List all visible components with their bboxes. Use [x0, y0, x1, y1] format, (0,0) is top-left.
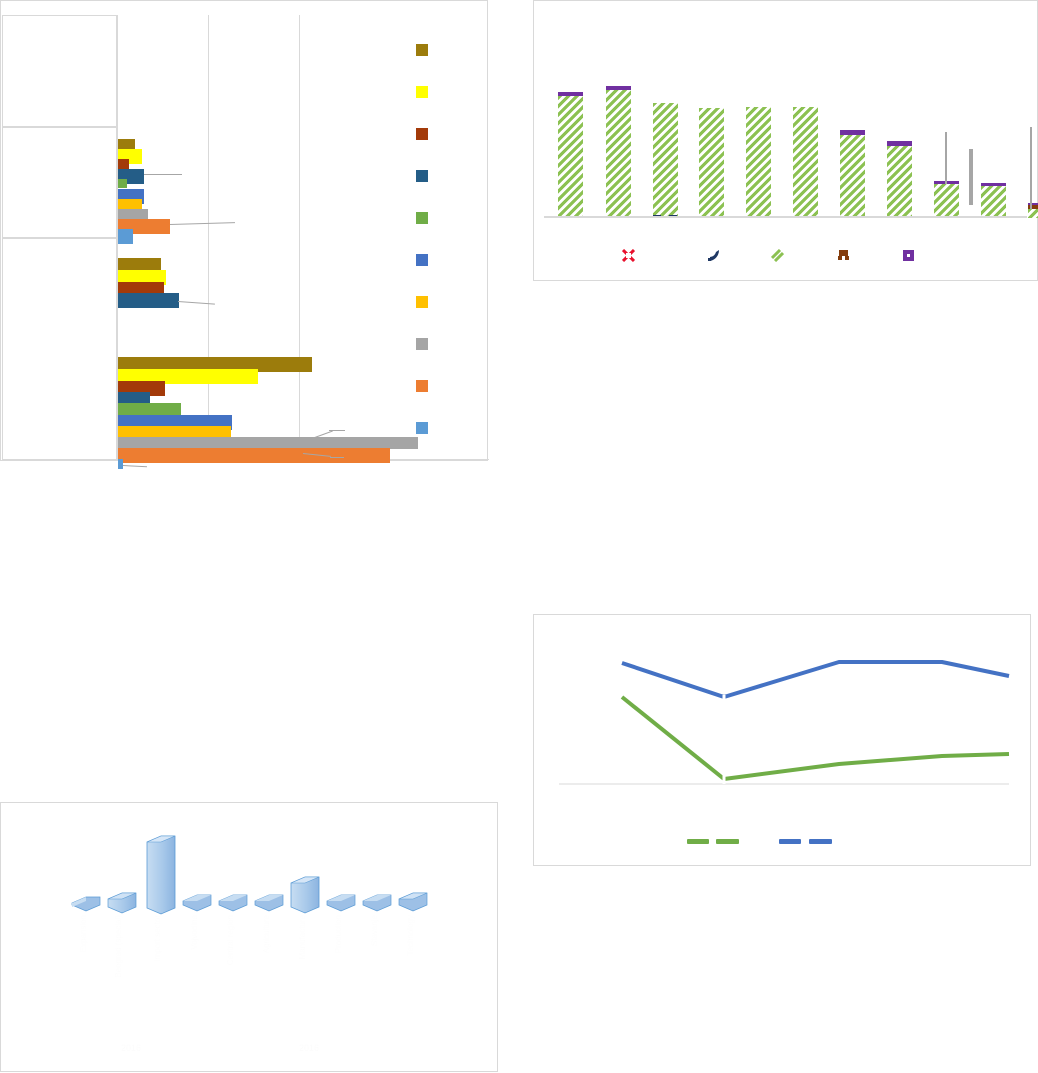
- plot-area: [117, 15, 489, 469]
- purple-cap: [558, 92, 583, 96]
- leader-line: [329, 430, 345, 431]
- legend-swatch-10[interactable]: [416, 422, 428, 434]
- leader-line: [144, 174, 182, 175]
- legend-swatch-8[interactable]: [416, 338, 428, 350]
- hatched-column: [653, 103, 678, 218]
- legend-swatch-6[interactable]: [416, 254, 428, 266]
- value-axis-baseline: [544, 216, 1027, 218]
- category-label-4: Vojvodina: [190, 915, 199, 950]
- green-series-line: [620, 695, 1010, 781]
- bar-3d: [71, 896, 101, 912]
- depth-label-2: 2016: [299, 1043, 320, 1053]
- gridline-2: [299, 15, 300, 460]
- bar: [118, 258, 161, 273]
- legend-swatch-1[interactable]: [416, 44, 428, 56]
- hatched-column: [887, 146, 912, 218]
- blue-series-line: [621, 660, 1010, 699]
- bar: [118, 357, 312, 372]
- legend-marker-purple[interactable]: [902, 249, 915, 262]
- line-chart-svg: [559, 660, 1010, 785]
- leader-line: [177, 301, 215, 305]
- bar: [118, 293, 179, 308]
- legend-swatch-2[interactable]: [416, 86, 428, 98]
- category-label-box: [2, 15, 117, 127]
- category-label-6: Agriculture: [262, 915, 271, 954]
- depth-label-1: 2016: [121, 1043, 142, 1053]
- category-label-box: [2, 127, 117, 238]
- bar: [118, 392, 150, 404]
- legend-marker-green-hatch[interactable]: [771, 249, 784, 262]
- bar-3d: [398, 892, 428, 912]
- purple-cap: [840, 130, 865, 135]
- bar: [118, 448, 390, 463]
- bar-3d: [146, 835, 176, 915]
- purple-cap: [981, 183, 1006, 186]
- hatched-column: [793, 107, 818, 218]
- hatched-column: [699, 108, 724, 218]
- hatched-column: [746, 107, 771, 218]
- value-axis-line: [117, 15, 118, 460]
- gridline-1: [208, 15, 209, 460]
- legend-swatch-4[interactable]: [416, 170, 428, 182]
- bar: [118, 159, 129, 174]
- bar: [118, 437, 418, 449]
- legend-swatch-3[interactable]: [416, 128, 428, 140]
- hatched-column: [606, 90, 631, 218]
- bar-3d: [326, 894, 356, 912]
- legend-swatch-9[interactable]: [416, 380, 428, 392]
- leader-line: [169, 222, 235, 225]
- purple-cap: [887, 141, 912, 146]
- legend-line-blue[interactable]: [809, 839, 832, 844]
- category-label-5: Central region: [226, 915, 235, 966]
- legend-line-blue[interactable]: [779, 839, 801, 844]
- plot-area: [546, 15, 1038, 218]
- whisker-line: [969, 149, 973, 205]
- hatched-column: [558, 96, 583, 218]
- legend-swatch-7[interactable]: [416, 296, 428, 308]
- three-d-chart-svg: [71, 835, 428, 915]
- legend-line-green[interactable]: [687, 839, 709, 844]
- purple-cap: [606, 86, 631, 90]
- whisker-line: [1030, 127, 1032, 209]
- purple-cap: [1028, 203, 1038, 205]
- leader-line: [330, 457, 344, 458]
- bar-3d: [218, 894, 248, 912]
- category-label-3: Import sector: [153, 915, 162, 962]
- legend-marker-navy[interactable]: [707, 249, 720, 262]
- legend-line-green[interactable]: [716, 839, 739, 844]
- category-label-10: Technology: [406, 915, 415, 956]
- hatched-column: [1028, 209, 1038, 218]
- bar-3d: [254, 894, 284, 912]
- bar: [118, 229, 133, 244]
- category-label-7: Manufacture: [298, 915, 307, 960]
- bar-3d: [362, 894, 392, 912]
- category-label-8: Production: [334, 915, 343, 954]
- category-label-9: Stavanje: [370, 915, 379, 947]
- bar: [118, 270, 166, 285]
- bar-3d: [290, 876, 320, 914]
- category-label-box: [2, 238, 117, 460]
- legend-marker-brown[interactable]: [837, 249, 850, 262]
- legend-marker-red[interactable]: [622, 249, 635, 262]
- category-label-1: Expansion: [79, 915, 88, 953]
- bar: [118, 179, 127, 188]
- bar: [118, 459, 123, 469]
- hatched-column: [934, 184, 959, 218]
- bar-3d: [107, 892, 137, 914]
- bar: [118, 403, 181, 418]
- bar: [118, 369, 258, 384]
- hatched-column-chart-panel[interactable]: [533, 0, 1038, 281]
- line-chart-panel[interactable]: [533, 614, 1031, 866]
- leader-line: [122, 465, 147, 468]
- bar-3d: [182, 894, 212, 912]
- legend-swatch-5[interactable]: [416, 212, 428, 224]
- hatched-column: [840, 135, 865, 218]
- whisker-line: [945, 132, 947, 184]
- hatched-column: [981, 186, 1006, 218]
- three-d-column-chart-panel[interactable]: Expansion Beograd (special) Import secto…: [0, 802, 498, 1072]
- brown-segment: [1028, 205, 1038, 209]
- horizontal-bar-chart-panel[interactable]: [0, 0, 489, 469]
- category-label-2: Beograd (special): [114, 915, 123, 978]
